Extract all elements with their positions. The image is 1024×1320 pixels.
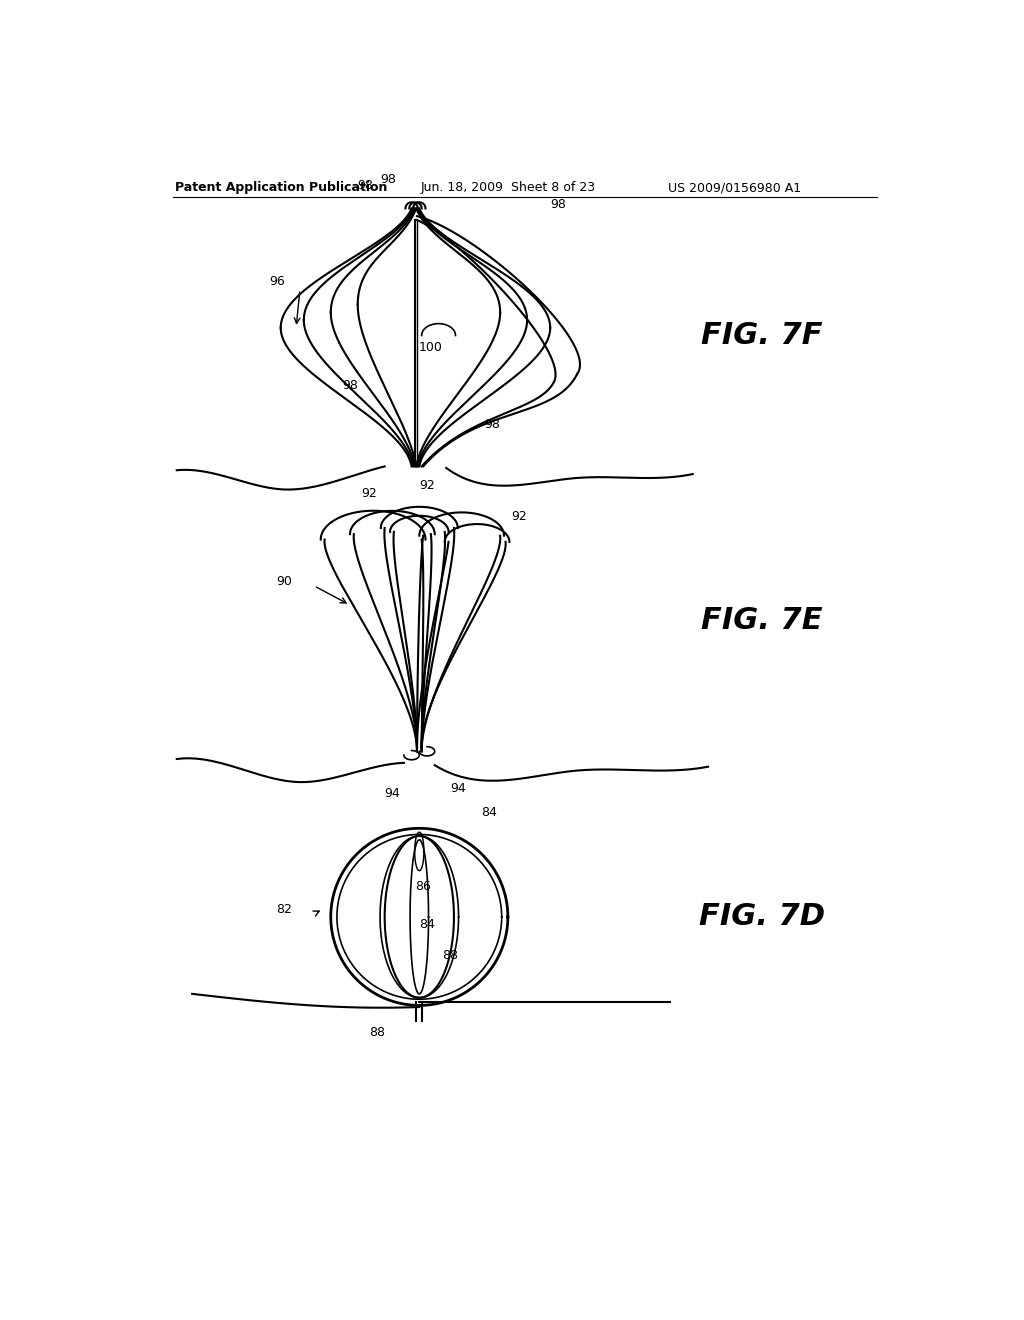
Text: 88: 88 (442, 949, 458, 962)
Text: FIG. 7E: FIG. 7E (701, 606, 822, 635)
Text: FIG. 7F: FIG. 7F (701, 321, 822, 350)
Text: 98: 98 (484, 417, 501, 430)
Text: 82: 82 (276, 903, 293, 916)
Text: 94: 94 (384, 787, 400, 800)
Text: Jun. 18, 2009  Sheet 8 of 23: Jun. 18, 2009 Sheet 8 of 23 (420, 181, 595, 194)
Text: 86: 86 (415, 879, 431, 892)
Text: 92: 92 (361, 487, 377, 500)
Text: 96: 96 (269, 275, 285, 288)
Text: 100: 100 (419, 341, 442, 354)
Text: 88: 88 (369, 1026, 385, 1039)
Text: 84: 84 (480, 807, 497, 820)
Text: US 2009/0156980 A1: US 2009/0156980 A1 (669, 181, 802, 194)
Text: 98: 98 (381, 173, 396, 186)
Text: 92: 92 (419, 479, 435, 492)
Text: FIG. 7D: FIG. 7D (699, 903, 825, 932)
Text: 98: 98 (550, 198, 566, 211)
Text: 92: 92 (512, 510, 527, 523)
Text: 98: 98 (357, 178, 374, 191)
Text: Patent Application Publication: Patent Application Publication (174, 181, 387, 194)
Text: 94: 94 (450, 781, 466, 795)
Text: 98: 98 (342, 379, 358, 392)
Text: 90: 90 (276, 576, 293, 589)
Text: 84: 84 (419, 917, 435, 931)
